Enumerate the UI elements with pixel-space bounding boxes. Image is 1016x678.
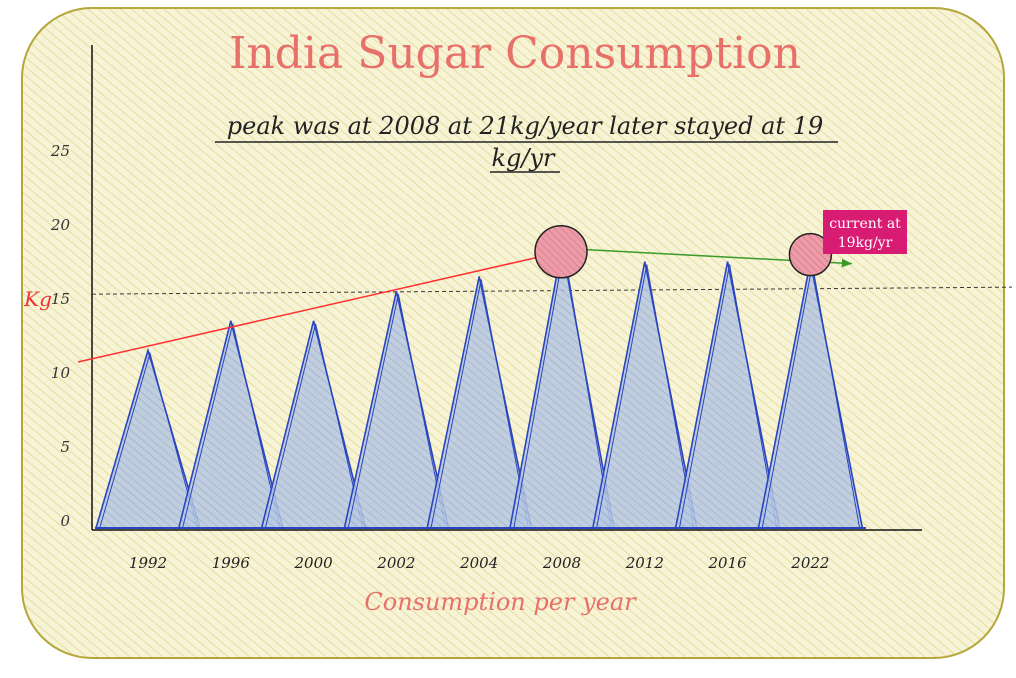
- y-tick-label: 15: [51, 290, 70, 308]
- y-tick-label: 5: [60, 438, 70, 456]
- chart-background: [21, 7, 1005, 659]
- x-tick-label: 2016: [708, 554, 748, 572]
- annotation-box: [823, 210, 907, 254]
- x-tick-label: 2008: [542, 554, 581, 572]
- y-ticks: 0 5 10 15 20 25: [50, 142, 71, 530]
- x-tick-label: 1996: [212, 554, 251, 572]
- series-peak-sketch-2012: [596, 264, 695, 528]
- series-peak-sketch-2016: [679, 264, 778, 528]
- x-tick-label: 2004: [459, 554, 498, 572]
- series-peak-sketch-2000: [265, 323, 364, 528]
- flat-arrowhead: [841, 258, 852, 268]
- chart-subtitle-line2: kg/yr: [491, 144, 556, 172]
- x-tick-label: 2012: [625, 554, 664, 572]
- x-tick-label: 1992: [129, 554, 167, 572]
- y-tick-label: 20: [50, 216, 71, 234]
- annotation-line1: current at: [829, 216, 901, 232]
- x-tick-label: 2022: [790, 554, 829, 572]
- x-tick-label: 2000: [294, 554, 334, 572]
- consumption-series: [94, 246, 866, 529]
- current-marker-2022: [788, 232, 833, 277]
- series-peak-sketch-2004: [430, 279, 529, 528]
- x-ticks: 1992 1996 2000 2002 2004 2008 2012 2016 2022: [129, 554, 830, 572]
- series-peak-sketch-2002: [347, 294, 446, 528]
- chart-subtitle-line1: peak was at 2008 at 21kg/year later stay…: [227, 112, 824, 140]
- x-tick-label: 2002: [376, 554, 415, 572]
- reference-dashed-line: [91, 286, 1013, 295]
- chart-title: India Sugar Consumption: [229, 28, 801, 79]
- series-peak-sketch-1996: [182, 323, 281, 528]
- y-tick-label: 10: [51, 364, 71, 382]
- y-axis-label: Kg: [23, 287, 52, 311]
- peak-marker-2008: [534, 225, 588, 279]
- series-peak-sketch-1992: [99, 351, 198, 528]
- trend-arrow: [77, 253, 554, 363]
- y-tick-label: 25: [50, 142, 70, 160]
- x-axis-label: Consumption per year: [364, 588, 637, 616]
- y-tick-label: 0: [60, 512, 70, 530]
- annotation-line2: 19kg/yr: [838, 235, 893, 251]
